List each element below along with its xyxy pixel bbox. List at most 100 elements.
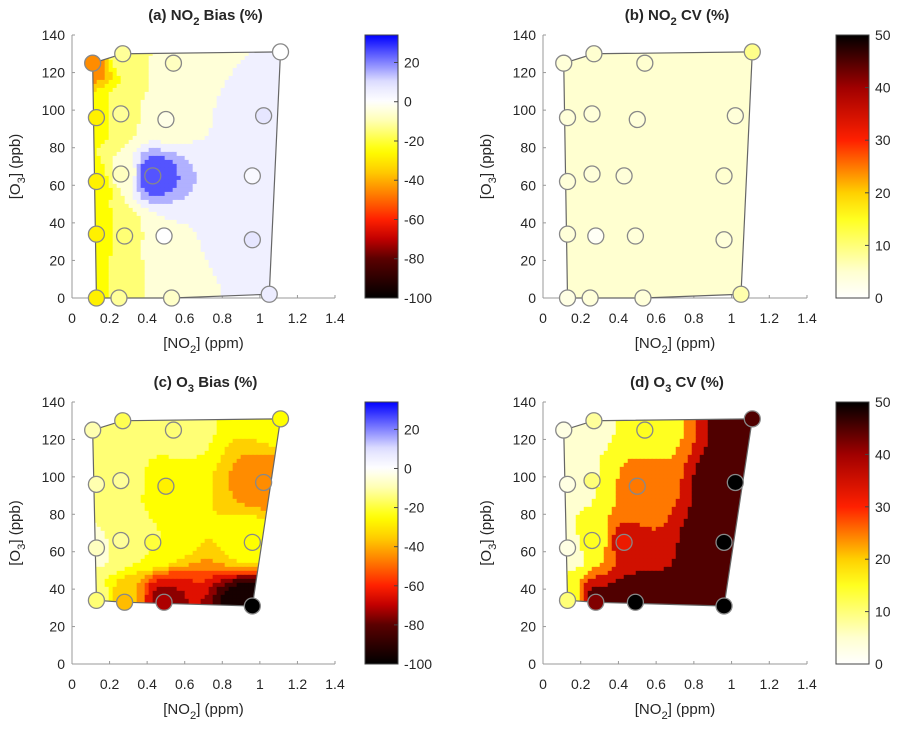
contour-cell <box>200 67 206 73</box>
contour-cell <box>188 275 194 281</box>
contour-cell <box>116 251 122 257</box>
contour-cell <box>575 199 581 205</box>
contour-cell <box>116 83 122 89</box>
contour-cell <box>675 179 681 185</box>
contour-cell <box>160 59 166 65</box>
contour-cell <box>116 91 122 97</box>
contour-cell <box>136 75 142 81</box>
contour-cell <box>703 187 709 193</box>
contour-cell <box>176 75 182 81</box>
contour-cell <box>204 271 210 277</box>
contour-cell <box>276 203 281 209</box>
contour-cell <box>220 103 226 109</box>
contour-cell <box>148 135 154 141</box>
contour-cell <box>212 195 218 201</box>
contour-cell <box>707 119 713 125</box>
contour-cell <box>679 75 685 81</box>
contour-cell <box>240 163 246 169</box>
contour-cell <box>168 83 174 89</box>
x-tick-label: 0 <box>68 310 76 326</box>
contour-cell <box>172 279 178 285</box>
contour-cell <box>244 115 250 121</box>
contour-cell <box>244 291 250 297</box>
y-tick-label: 0 <box>528 290 536 306</box>
contour-cell <box>739 155 745 161</box>
contour-cell <box>208 71 214 77</box>
contour-cell <box>120 131 126 137</box>
contour-cell <box>144 211 150 217</box>
y-axis-label: [O3] (ppb) <box>7 134 28 199</box>
contour-cell <box>731 139 737 145</box>
contour-cell <box>727 51 733 57</box>
contour-cell <box>252 55 258 61</box>
contour-cell <box>272 275 278 281</box>
contour-cell <box>571 203 577 209</box>
contour-cell <box>691 199 697 205</box>
contour-cell <box>208 171 214 177</box>
contour-cell <box>683 171 689 177</box>
contour-cell <box>651 151 657 157</box>
contour-cell <box>655 95 661 101</box>
contour-cell <box>140 275 146 281</box>
contour-cell <box>715 135 721 141</box>
contour-cell <box>132 171 138 177</box>
contour-cell <box>723 99 729 105</box>
contour-cell <box>563 131 569 137</box>
contour-cell <box>232 71 238 77</box>
contour-cell <box>647 87 653 93</box>
contour-cell <box>128 131 134 137</box>
contour-cell <box>567 139 573 145</box>
contour-cell <box>216 183 222 189</box>
contour-cell <box>156 275 162 281</box>
contour-cell <box>132 187 138 193</box>
contour-cell <box>731 75 737 81</box>
contour-cell <box>204 131 210 137</box>
contour-cell <box>108 111 114 117</box>
contour-cell <box>655 83 661 89</box>
contour-cell <box>120 159 126 165</box>
contour-cell <box>240 219 246 225</box>
contour-cell <box>188 179 194 185</box>
contour-cell <box>244 211 250 217</box>
contour-cell <box>224 207 230 213</box>
contour-cell <box>236 283 242 289</box>
contour-cell <box>204 211 210 217</box>
contour-cell <box>611 55 617 61</box>
contour-cell <box>264 263 270 269</box>
contour-cell <box>156 279 162 285</box>
contour-cell <box>595 123 601 129</box>
contour-cell <box>228 283 234 289</box>
contour-cell <box>583 131 589 137</box>
contour-cell <box>667 143 673 149</box>
contour-cell <box>140 263 146 269</box>
contour-cell <box>200 167 206 173</box>
contour-cell <box>196 203 202 209</box>
contour-cell <box>196 51 202 57</box>
contour-cell <box>751 195 753 201</box>
contour-cell <box>228 71 234 77</box>
contour-cell <box>240 203 246 209</box>
contour-cell <box>216 67 222 73</box>
contour-cell <box>192 267 198 273</box>
contour-cell <box>635 51 641 57</box>
contour-cell <box>575 167 581 173</box>
contour-cell <box>208 231 214 237</box>
contour-cell <box>124 243 130 249</box>
contour-cell <box>687 163 693 169</box>
contour-cell <box>659 191 665 197</box>
contour-cell <box>579 139 585 145</box>
contour-cell <box>599 175 605 181</box>
contour-cell <box>687 99 693 105</box>
contour-cell <box>671 55 677 61</box>
contour-cell <box>575 115 581 121</box>
contour-cell <box>128 287 134 293</box>
contour-cell <box>591 159 597 165</box>
contour-cell <box>739 191 745 197</box>
contour-cell <box>256 67 262 73</box>
contour-cell <box>619 83 625 89</box>
contour-cell <box>112 59 118 65</box>
contour-cell <box>220 155 226 161</box>
y-axis-label-subscript: 3 <box>487 177 499 183</box>
contour-cell <box>268 55 274 61</box>
contour-cell <box>563 75 569 81</box>
